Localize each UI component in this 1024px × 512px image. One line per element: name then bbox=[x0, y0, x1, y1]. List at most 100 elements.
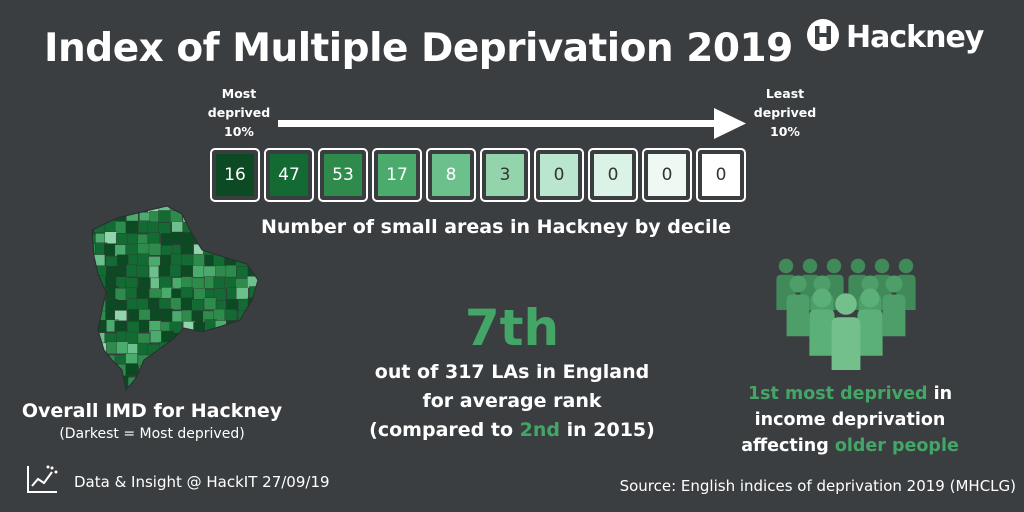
decile-box: 0 bbox=[588, 148, 638, 202]
decile-value: 3 bbox=[486, 154, 524, 196]
map-area bbox=[72, 221, 83, 233]
map-area bbox=[224, 309, 238, 322]
map-area bbox=[270, 375, 272, 387]
person-body bbox=[857, 309, 883, 356]
map-area bbox=[248, 352, 258, 365]
map-area bbox=[148, 297, 161, 311]
person-head bbox=[835, 293, 857, 315]
map-area bbox=[215, 206, 229, 212]
least-deprived-label: Least deprived 10% bbox=[750, 84, 820, 141]
decile-box: 17 bbox=[372, 148, 422, 202]
map-area bbox=[180, 242, 193, 256]
map-area bbox=[271, 287, 272, 299]
map-area bbox=[158, 222, 171, 235]
map-area bbox=[194, 206, 207, 213]
person-head bbox=[789, 275, 807, 293]
person-body bbox=[882, 294, 906, 337]
rank-line-3-post: in 2015) bbox=[559, 419, 655, 441]
map-area bbox=[92, 343, 96, 356]
map-area bbox=[73, 299, 85, 311]
map-area bbox=[158, 210, 171, 223]
person-head bbox=[813, 275, 831, 293]
income-line-3-pre: affecting bbox=[741, 436, 835, 456]
map-area bbox=[72, 320, 83, 332]
map-area bbox=[160, 354, 174, 368]
person-head bbox=[850, 258, 866, 274]
map-area bbox=[213, 385, 226, 390]
map-area bbox=[191, 310, 204, 323]
map-area bbox=[72, 267, 84, 279]
map-area bbox=[224, 365, 237, 378]
map-area bbox=[125, 220, 139, 234]
map-area bbox=[269, 244, 272, 256]
map-area bbox=[257, 253, 258, 266]
map-area bbox=[169, 210, 183, 223]
map-area bbox=[158, 298, 172, 311]
decile-box: 0 bbox=[696, 148, 746, 202]
map-area bbox=[171, 385, 184, 390]
least-label-line: 10% bbox=[770, 124, 800, 139]
rank-line-3-pre: (compared to bbox=[369, 419, 520, 441]
income-line-3: affecting older people bbox=[720, 433, 980, 459]
map-area bbox=[92, 206, 95, 213]
map-area bbox=[247, 331, 258, 344]
map-area bbox=[160, 375, 173, 388]
map-area bbox=[159, 365, 172, 379]
map-area bbox=[258, 278, 270, 290]
income-line-2: income deprivation bbox=[754, 410, 946, 430]
map-area bbox=[193, 330, 206, 343]
map-area bbox=[181, 254, 194, 267]
map-area bbox=[203, 332, 216, 345]
map-area bbox=[271, 267, 272, 279]
map-area bbox=[192, 265, 205, 278]
map-area bbox=[92, 386, 94, 390]
map-area bbox=[94, 299, 107, 313]
rank-description: out of 317 LAs in England for average ra… bbox=[332, 358, 692, 445]
map-area bbox=[169, 264, 183, 278]
page-title: Index of Multiple Deprivation 2019 bbox=[44, 26, 793, 71]
map-area bbox=[270, 223, 272, 235]
map-area bbox=[214, 331, 228, 344]
map-area bbox=[235, 254, 248, 267]
map-area bbox=[271, 256, 272, 268]
map-area bbox=[259, 223, 271, 235]
map-area bbox=[116, 341, 129, 354]
chart-logo-icon bbox=[24, 464, 60, 500]
map-area bbox=[148, 365, 161, 379]
map-area bbox=[271, 300, 272, 312]
rank-value: 7th bbox=[464, 299, 560, 357]
map-area bbox=[136, 287, 149, 301]
person-head bbox=[874, 258, 890, 274]
map-area bbox=[72, 331, 84, 343]
hackney-logo-icon bbox=[806, 18, 840, 56]
map-area bbox=[182, 365, 195, 378]
map-area bbox=[271, 354, 272, 366]
map-area bbox=[258, 289, 270, 301]
rank-line-1: out of 317 LAs in England bbox=[374, 361, 650, 383]
map-area bbox=[202, 220, 215, 233]
map-area bbox=[125, 287, 139, 300]
map-area bbox=[213, 308, 226, 322]
map-area bbox=[269, 366, 272, 378]
map-area bbox=[193, 322, 206, 335]
map-area bbox=[235, 343, 248, 356]
map-area bbox=[126, 206, 139, 213]
older-people-highlight: older people bbox=[834, 436, 959, 456]
people-group-icon bbox=[770, 254, 930, 378]
map-area bbox=[236, 332, 250, 345]
map-area bbox=[160, 388, 174, 390]
map-area bbox=[150, 330, 163, 343]
decile-value: 8 bbox=[432, 154, 470, 196]
map-area bbox=[224, 206, 237, 214]
decile-box: 53 bbox=[318, 148, 368, 202]
map-area bbox=[182, 210, 195, 223]
map-area bbox=[92, 365, 95, 378]
map-area bbox=[73, 343, 85, 355]
map-area bbox=[224, 387, 237, 390]
map-area bbox=[171, 376, 184, 389]
map-area bbox=[170, 297, 183, 311]
map-area bbox=[248, 256, 258, 269]
person-body bbox=[786, 294, 810, 337]
decile-box: 8 bbox=[426, 148, 476, 202]
rank-line-3: (compared to 2nd in 2015) bbox=[332, 416, 692, 445]
